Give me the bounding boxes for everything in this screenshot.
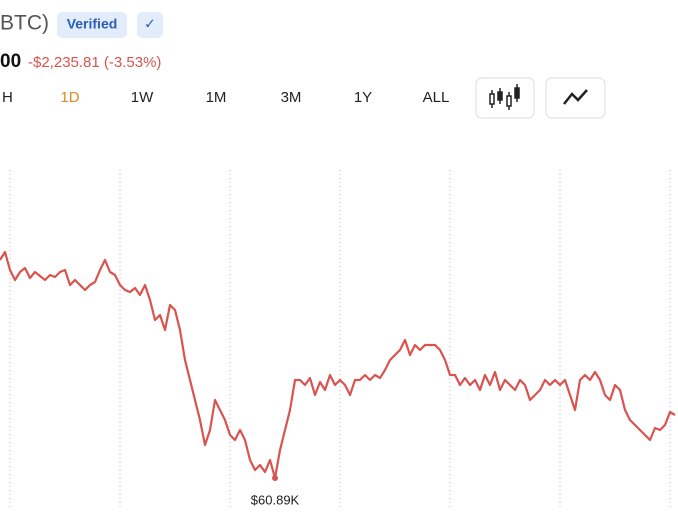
tab[interactable]: 1D	[60, 89, 79, 106]
tab[interactable]: 1W	[131, 89, 154, 106]
tab[interactable]: 1Y	[354, 89, 372, 106]
line-icon	[563, 89, 588, 105]
verified-badge: Verified	[67, 16, 118, 32]
badge-bg	[57, 12, 127, 38]
tab[interactable]: ALL	[423, 89, 450, 106]
candle-button[interactable]	[475, 77, 535, 119]
price-line	[0, 250, 676, 480]
low-label: $60.89K	[251, 492, 300, 507]
check-badge: ✓	[144, 16, 156, 32]
price-change: -$2,235.81 (-3.53%)	[28, 54, 161, 71]
low-marker	[272, 475, 278, 481]
tab[interactable]: 1M	[206, 89, 227, 106]
symbol: BTC)	[0, 12, 49, 35]
price: 00	[0, 51, 21, 72]
tab[interactable]: H	[2, 89, 13, 106]
grid	[9, 170, 671, 509]
tab[interactable]: 3M	[281, 89, 302, 106]
candle-icon	[489, 84, 520, 110]
check-bg	[137, 12, 163, 38]
